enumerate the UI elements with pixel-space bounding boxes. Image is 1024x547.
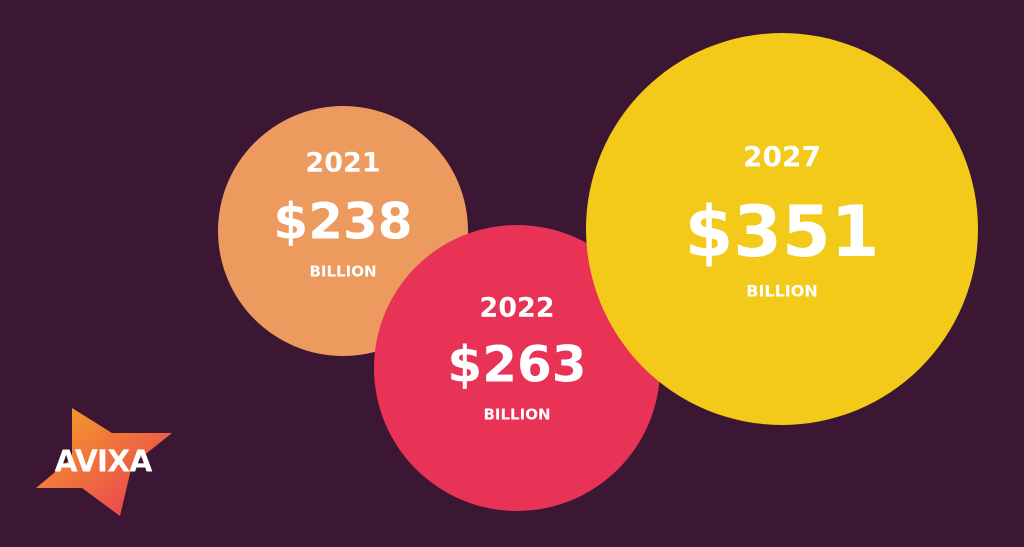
bubble <box>586 33 978 425</box>
bubble <box>374 225 660 511</box>
logo-text: AVIXA <box>55 445 154 480</box>
bubble-year: 2022 <box>479 293 554 324</box>
bubble-unit: BILLION <box>309 263 376 281</box>
bubble-year: 2021 <box>305 148 380 179</box>
logo: AVIXA <box>36 408 172 516</box>
bubble-2022: 2022 $263 BILLION <box>374 225 660 511</box>
bubble-unit: BILLION <box>746 282 817 301</box>
bubble-unit: BILLION <box>483 406 550 424</box>
bubble-amount: $351 <box>685 191 880 273</box>
bubble-2027: 2027 $351 BILLION <box>586 33 978 425</box>
bubble-amount: $263 <box>447 336 586 394</box>
bubble-amount: $238 <box>273 193 412 251</box>
bubble-year: 2027 <box>743 140 821 173</box>
logo-mark <box>36 408 172 516</box>
